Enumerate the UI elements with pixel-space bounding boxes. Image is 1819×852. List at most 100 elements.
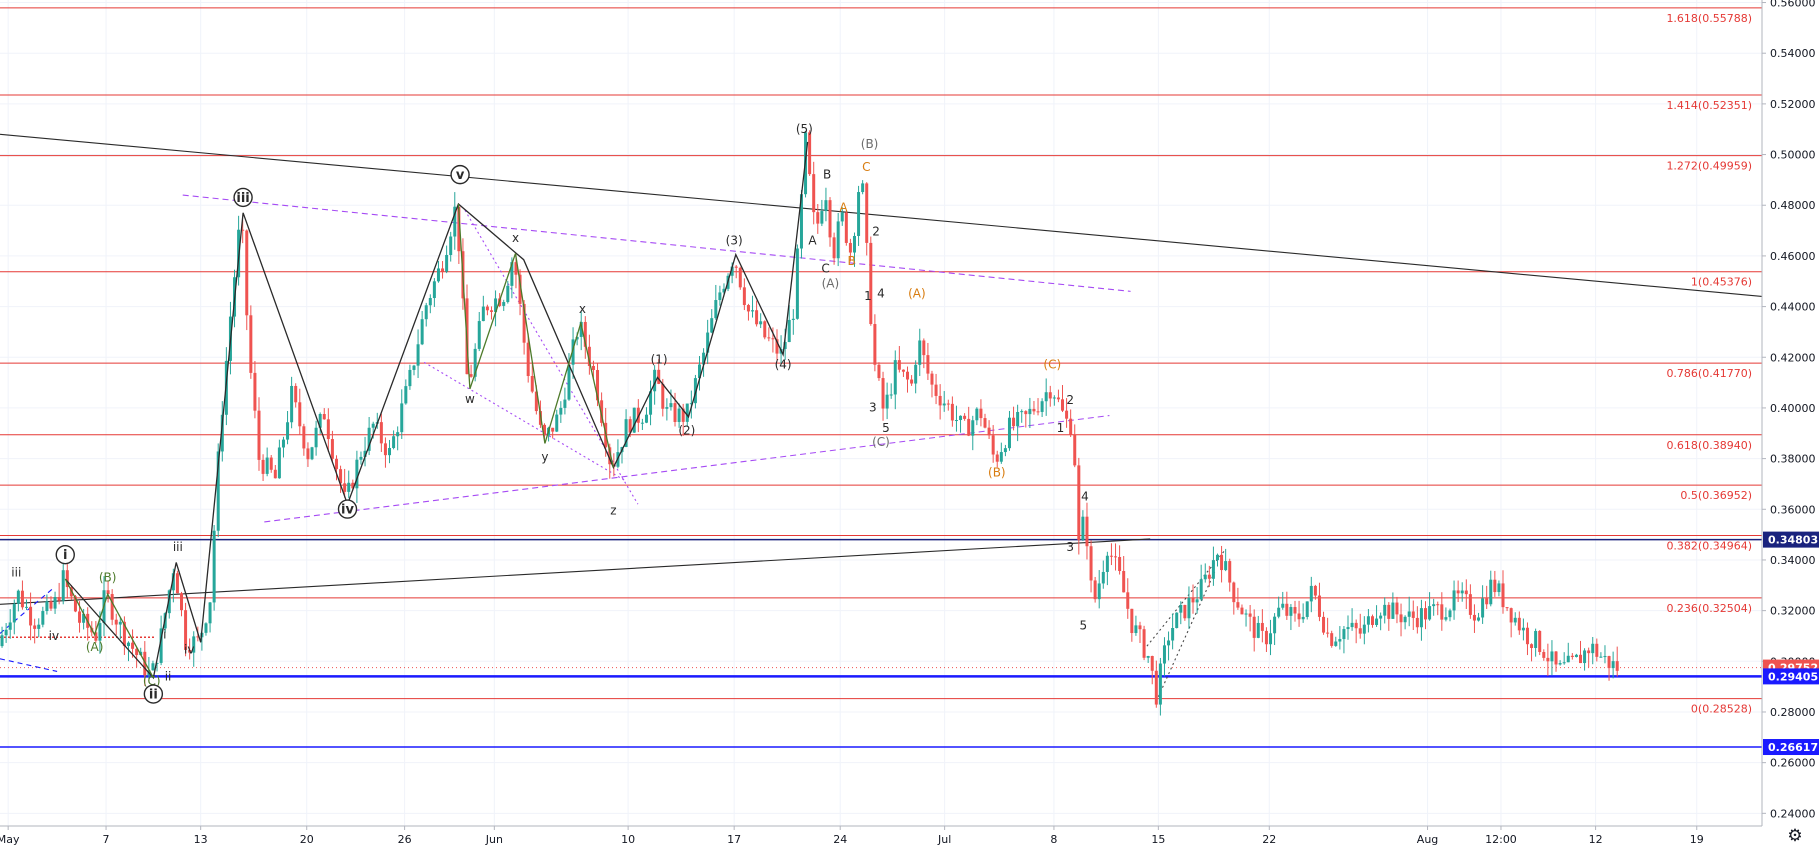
candle-body xyxy=(196,636,200,638)
candle-body xyxy=(1477,617,1481,621)
candle-body xyxy=(812,174,816,213)
candle-body xyxy=(25,606,29,608)
candle-body xyxy=(771,338,775,340)
wave-label: (B) xyxy=(99,570,117,584)
gear-icon[interactable]: ⚙ xyxy=(1787,826,1803,846)
time-tick-label: 19 xyxy=(1690,833,1704,846)
candle-body xyxy=(906,371,910,380)
wave-paths xyxy=(64,141,809,680)
candle-body xyxy=(824,200,828,212)
candle-body xyxy=(453,206,457,237)
candle-body xyxy=(212,530,216,603)
candle-body xyxy=(567,364,571,400)
time-axis-background xyxy=(0,826,1819,852)
candle-body xyxy=(1419,608,1423,628)
candle-body xyxy=(1040,401,1044,412)
candle-body xyxy=(1330,633,1334,646)
time-tick-label: Jun xyxy=(485,833,503,846)
candle-body xyxy=(1179,604,1183,613)
candle-body xyxy=(530,376,534,392)
candle-body xyxy=(1089,546,1093,581)
candle-body xyxy=(1317,595,1321,617)
time-tick-label: 8 xyxy=(1050,833,1057,846)
price-badge-label: 0.29405 xyxy=(1768,670,1818,683)
fib-label: 0.5(0.36952) xyxy=(1680,489,1752,502)
price-tick-label: 0.40000 xyxy=(1770,402,1816,415)
candle-body xyxy=(1236,602,1240,608)
candle-body xyxy=(954,420,958,422)
candle-body xyxy=(73,596,77,612)
candle-body xyxy=(1530,644,1534,649)
candle-body xyxy=(265,457,269,474)
candle-body xyxy=(1228,561,1232,583)
trend-line xyxy=(0,538,1151,605)
candle-body xyxy=(816,212,820,224)
candle-body xyxy=(999,452,1003,462)
time-tick-label: 12 xyxy=(1589,833,1603,846)
candle-body xyxy=(175,573,179,594)
candle-body xyxy=(277,447,281,479)
candle-body xyxy=(1044,392,1048,402)
candle-body xyxy=(1444,617,1448,620)
price-tick-label: 0.34000 xyxy=(1770,554,1816,567)
candle-body xyxy=(1032,408,1036,412)
candle-body xyxy=(355,459,359,489)
candle-body xyxy=(1232,582,1236,603)
candle-body xyxy=(926,355,930,374)
candle-body xyxy=(1175,612,1179,629)
candle-body xyxy=(828,200,832,238)
time-tick-label: 15 xyxy=(1151,833,1165,846)
candle-body xyxy=(832,237,836,259)
price-tick-label: 0.56000 xyxy=(1770,0,1816,10)
candle-body xyxy=(1167,640,1171,646)
candle-body xyxy=(351,482,355,489)
wave-label: (C) xyxy=(143,674,161,688)
candle-body xyxy=(1281,603,1285,608)
trend-line xyxy=(1146,549,1226,647)
candle-body xyxy=(836,221,840,259)
wave-label: 5 xyxy=(1079,619,1087,633)
candle-body xyxy=(379,422,383,444)
candle-body xyxy=(1183,604,1187,619)
wave-label: C xyxy=(821,261,829,275)
candle-body xyxy=(1118,557,1122,572)
candle-body xyxy=(1611,661,1615,669)
wave-label: (A) xyxy=(908,287,926,301)
candle-body xyxy=(1052,397,1056,399)
candle-body xyxy=(412,365,416,370)
candle-body xyxy=(241,229,245,231)
candle-body xyxy=(689,403,693,405)
candle-body xyxy=(306,448,310,460)
candle-body xyxy=(759,321,763,325)
candle-body xyxy=(950,403,954,421)
candle-body xyxy=(20,590,24,608)
candle-body xyxy=(1158,663,1162,705)
wave-label: x xyxy=(512,231,519,245)
candle-body xyxy=(1415,617,1419,628)
candle-body xyxy=(918,340,922,365)
candle-body xyxy=(1399,614,1403,623)
candle-body xyxy=(151,663,155,671)
horizontal-price-lines xyxy=(0,538,1762,748)
price-tick-label: 0.44000 xyxy=(1770,301,1816,314)
fibonacci-levels: 1.618(0.55788) 1.414(0.52351) 1.272(0.4995… xyxy=(0,7,1762,716)
candle-body xyxy=(404,386,408,404)
candle-body xyxy=(45,601,49,612)
candle-body xyxy=(1297,613,1301,620)
candle-body xyxy=(420,319,424,345)
price-tick-label: 0.36000 xyxy=(1770,503,1816,516)
candle-body xyxy=(1293,607,1297,614)
candle-body xyxy=(1142,629,1146,658)
price-tick-label: 0.46000 xyxy=(1770,250,1816,263)
wave-label: x xyxy=(579,302,586,316)
candle-body xyxy=(963,415,967,419)
candle-body xyxy=(885,394,889,409)
trend-line xyxy=(264,414,1110,523)
candle-body xyxy=(734,266,738,268)
candle-body xyxy=(392,436,396,448)
time-tick-label: Aug xyxy=(1417,833,1438,846)
time-tick-label: Jul xyxy=(937,833,951,846)
candle-body xyxy=(1403,616,1407,623)
